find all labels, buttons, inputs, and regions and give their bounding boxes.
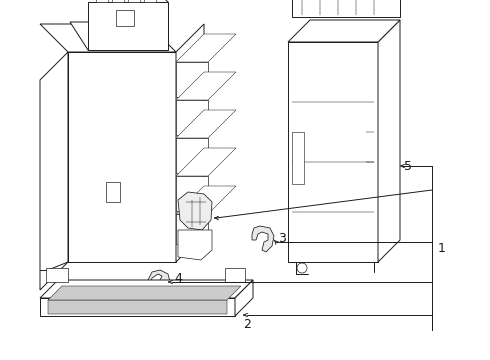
Polygon shape <box>46 268 68 282</box>
Polygon shape <box>112 0 124 2</box>
Polygon shape <box>106 182 120 202</box>
Text: 5: 5 <box>404 159 412 172</box>
Circle shape <box>120 13 130 23</box>
Polygon shape <box>40 280 253 298</box>
Polygon shape <box>235 280 253 316</box>
Polygon shape <box>116 10 134 26</box>
Text: 1: 1 <box>438 242 446 255</box>
Polygon shape <box>88 2 168 50</box>
Polygon shape <box>178 230 212 260</box>
Polygon shape <box>288 20 400 42</box>
Polygon shape <box>68 52 176 262</box>
Polygon shape <box>40 24 176 52</box>
Polygon shape <box>288 42 378 262</box>
Text: 4: 4 <box>174 271 182 284</box>
Polygon shape <box>225 268 245 282</box>
Circle shape <box>297 263 307 273</box>
Polygon shape <box>176 110 236 138</box>
Polygon shape <box>128 0 140 2</box>
Polygon shape <box>292 132 304 184</box>
Polygon shape <box>378 20 400 262</box>
Polygon shape <box>176 148 236 176</box>
Polygon shape <box>176 34 236 62</box>
Polygon shape <box>176 176 208 211</box>
Polygon shape <box>96 0 108 2</box>
Polygon shape <box>178 192 212 230</box>
Polygon shape <box>48 300 227 314</box>
Polygon shape <box>176 186 236 214</box>
Polygon shape <box>48 286 241 300</box>
Polygon shape <box>176 138 208 173</box>
Polygon shape <box>150 0 168 50</box>
Polygon shape <box>176 62 208 97</box>
Polygon shape <box>292 0 400 17</box>
Polygon shape <box>252 226 274 252</box>
Polygon shape <box>70 22 168 50</box>
Polygon shape <box>144 0 156 2</box>
Text: 2: 2 <box>243 319 251 332</box>
Text: 3: 3 <box>278 231 286 244</box>
Polygon shape <box>176 72 236 100</box>
Polygon shape <box>176 24 204 262</box>
Polygon shape <box>176 100 208 135</box>
Polygon shape <box>148 270 170 292</box>
Polygon shape <box>40 52 68 290</box>
Polygon shape <box>40 298 235 316</box>
Polygon shape <box>176 214 208 244</box>
